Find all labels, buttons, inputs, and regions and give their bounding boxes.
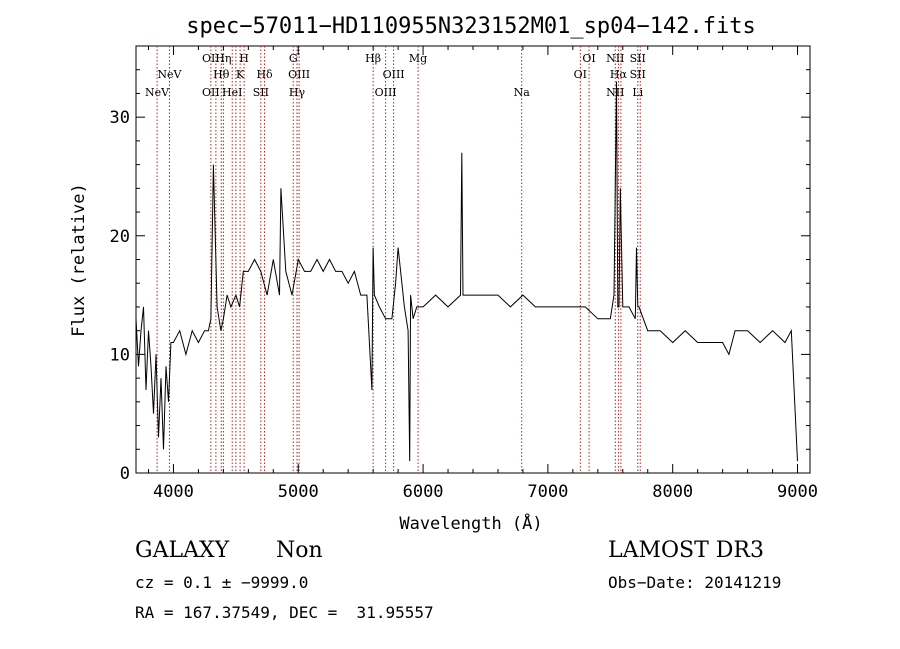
chart-title: spec−57011−HD110955N323152M01_sp04−142.f… bbox=[186, 14, 756, 39]
object-subclass: Non bbox=[276, 538, 323, 563]
line-marker-label: HeI bbox=[222, 86, 242, 99]
line-marker-label: G bbox=[289, 52, 298, 65]
coordinates: RA = 167.37549, DEC = 31.95557 bbox=[135, 603, 434, 622]
spectrum-line bbox=[135, 81, 798, 462]
x-axis-label: Wavelength (Å) bbox=[399, 512, 542, 534]
x-tick-label: 7000 bbox=[527, 482, 568, 502]
x-tick-label: 9000 bbox=[777, 482, 818, 502]
line-marker-label: Hη bbox=[215, 52, 231, 65]
x-tick-label: 6000 bbox=[403, 482, 444, 502]
line-marker-label: NII bbox=[606, 52, 624, 65]
obs-date: Obs−Date: 20141219 bbox=[608, 573, 782, 592]
line-marker-label: Na bbox=[514, 86, 531, 99]
x-axis-ticks: 4000 5000 6000 7000 8000 9000 bbox=[147, 46, 818, 502]
line-marker-label: OII bbox=[202, 52, 220, 65]
line-marker-label: Hα bbox=[610, 68, 628, 81]
y-tick-label: 0 bbox=[120, 464, 130, 484]
redshift-line: cz = 0.1 ± −9999.0 bbox=[135, 573, 309, 592]
line-marker-label: OI bbox=[582, 52, 595, 65]
line-marker-label: SII bbox=[630, 68, 646, 81]
y-tick-label: 10 bbox=[110, 345, 130, 365]
x-tick-label: 4000 bbox=[153, 482, 194, 502]
y-tick-label: 30 bbox=[110, 108, 130, 128]
line-marker-label: Hβ bbox=[365, 52, 381, 65]
line-marker-label: Hθ bbox=[213, 68, 230, 81]
line-marker-label: H bbox=[239, 52, 249, 65]
line-marker-label: OI bbox=[574, 68, 587, 81]
survey-label: LAMOST DR3 bbox=[608, 538, 764, 563]
y-axis-ticks: 0 10 20 30 bbox=[110, 69, 810, 484]
line-marker-label: OIII bbox=[383, 68, 405, 81]
y-tick-label: 20 bbox=[110, 227, 130, 247]
line-marker-label: OII bbox=[202, 86, 220, 99]
line-marker-label: OIII bbox=[288, 68, 310, 81]
object-class: GALAXY bbox=[135, 538, 230, 563]
line-marker-label: Mg bbox=[409, 52, 427, 65]
line-marker-label: SII bbox=[253, 86, 269, 99]
line-marker-label: OIII bbox=[375, 86, 397, 99]
x-tick-label: 8000 bbox=[652, 482, 693, 502]
line-marker-label: NeV bbox=[157, 68, 182, 81]
x-tick-label: 5000 bbox=[278, 482, 319, 502]
line-marker-labels: NeVNeVOIIOIIHθHηHeIKHSIIHδGHγOIIIHβOIIIO… bbox=[145, 52, 646, 99]
plot-frame bbox=[135, 45, 811, 474]
y-axis-label: Flux (relative) bbox=[69, 183, 89, 337]
line-marker-label: K bbox=[236, 68, 245, 81]
line-marker-label: Hδ bbox=[256, 68, 273, 81]
line-marker-label: NII bbox=[606, 86, 624, 99]
line-marker-label: SII bbox=[630, 52, 646, 65]
line-marker-label: NeV bbox=[145, 86, 170, 99]
line-markers bbox=[156, 46, 641, 473]
line-marker-label: Li bbox=[632, 86, 643, 99]
line-marker-label: Hγ bbox=[289, 86, 306, 99]
